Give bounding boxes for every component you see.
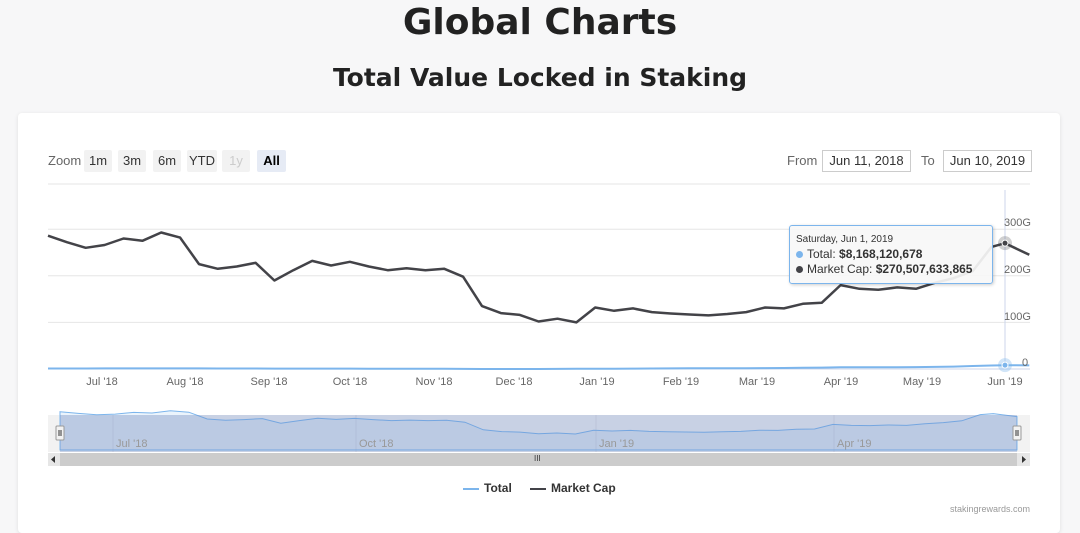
page-title: Global Charts [402,2,678,43]
credit-link[interactable]: stakingrewards.com [949,504,1030,514]
x-tick-label: Jul '18 [86,376,118,388]
chart-title: Total Value Locked in Staking [332,63,748,92]
chart-tooltip: Saturday, Jun 1, 2019 Total: $8,168,120,… [789,225,993,284]
x-tick-label: May '19 [902,376,942,388]
market-cap-dot-icon [796,266,803,274]
scrollbar-grip: III [534,454,541,463]
total-legend-icon [463,487,479,490]
navigator-right-handle[interactable] [1012,425,1022,441]
market-cap-legend-icon [530,487,546,490]
navigator-left-handle[interactable] [55,425,65,441]
x-tick-label: Oct '18 [332,376,368,388]
tooltip-total-row: Total: $8,168,120,678 [796,247,922,261]
total-series-line [48,364,1030,370]
scroll-left-arrow-icon [51,456,55,463]
navigator-label: Oct '18 [359,438,394,450]
x-tick-label: Mar '19 [738,376,776,388]
total-hover-point [1001,361,1009,369]
y-tick-label: 100G [1004,311,1031,323]
zoom-all-button[interactable]: All [257,150,286,172]
tooltip-date: Saturday, Jun 1, 2019 [796,234,894,245]
zoom-label: Zoom [48,153,82,168]
tooltip-market-cap-row: Market Cap: $270,507,633,865 [796,262,972,276]
navigator-series-area [59,410,1018,451]
navigator-mask[interactable] [60,415,1017,452]
x-tick-label: Apr '19 [823,376,859,388]
market-cap-series-line [47,231,1030,324]
zoom-6m-button[interactable]: 6m [153,150,181,172]
total-dot-icon [796,251,803,259]
x-tick-label: Aug '18 [166,376,204,388]
scroll-right-arrow-icon [1022,456,1026,463]
market-cap-hover-point [1001,239,1009,247]
scrollbar-thumb[interactable] [60,453,1017,466]
zoom-1y-button[interactable]: 1y [222,150,250,172]
legend-item-market-cap[interactable]: Market Cap [530,481,616,495]
chart-svg [47,183,1030,466]
y-tick-label: 300G [1004,217,1031,229]
from-label: From [787,153,818,168]
x-tick-label: Sep '18 [250,376,288,388]
zoom-3m-button[interactable]: 3m [118,150,146,172]
zoom-ytd-button[interactable]: YTD [187,150,217,172]
from-date-input[interactable]: Jun 11, 2018 [822,150,911,172]
y-tick-label: 0 [1022,357,1029,369]
to-label: To [921,153,935,168]
x-tick-label: Jan '19 [579,376,615,388]
navigator-label: Jul '18 [116,438,148,450]
legend-item-total[interactable]: Total [463,481,512,495]
x-tick-label: Nov '18 [415,376,453,388]
navigator-label: Apr '19 [837,438,872,450]
x-tick-label: Jun '19 [987,376,1023,388]
x-tick-label: Feb '19 [662,376,700,388]
x-tick-label: Dec '18 [495,376,533,388]
to-date-input[interactable]: Jun 10, 2019 [943,150,1032,172]
zoom-1m-button[interactable]: 1m [84,150,112,172]
navigator-label: Jan '19 [599,438,635,450]
y-tick-label: 200G [1004,264,1031,276]
tooltip-market-cap-value: $270,507,633,865 [875,262,973,276]
tooltip-total-value: $8,168,120,678 [839,247,923,261]
